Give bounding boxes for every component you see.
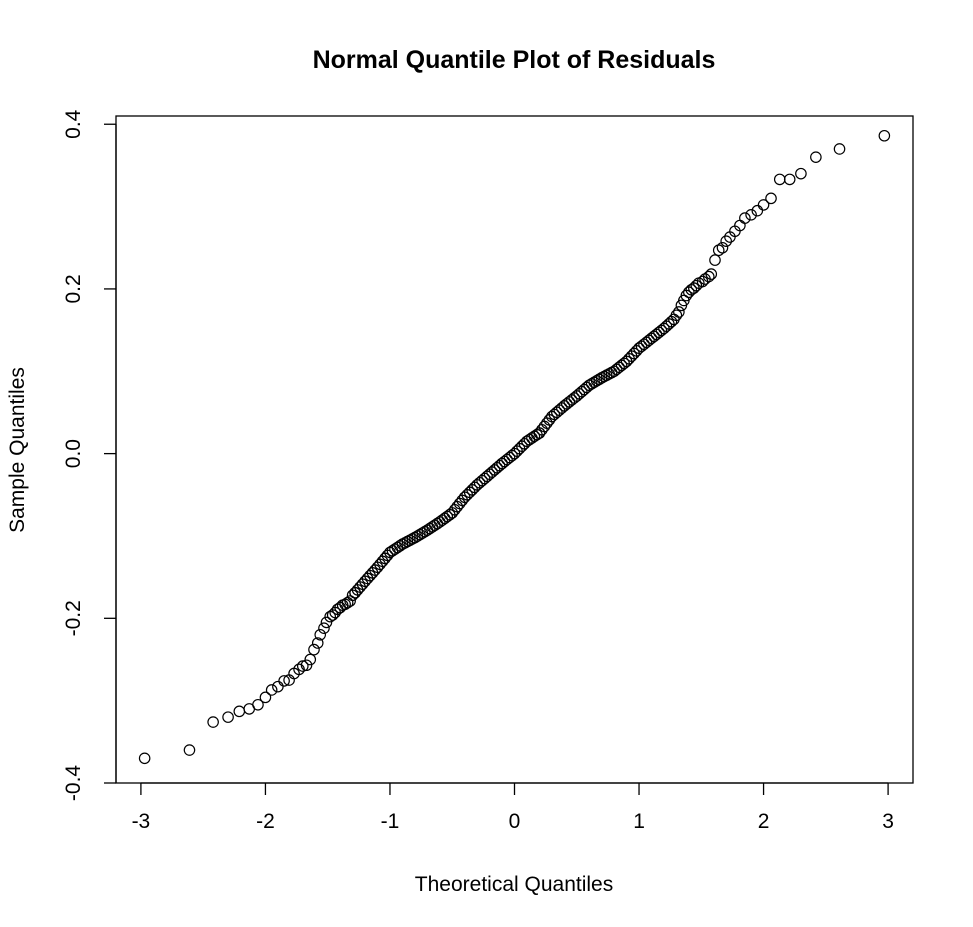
data-point [795,167,807,180]
data-point [783,173,796,186]
x-tick-label: 1 [633,810,645,833]
data-point [252,698,264,711]
data-point [308,643,320,656]
data-point [233,705,246,718]
data-point [138,752,151,765]
x-tick-label: -3 [132,810,151,833]
data-point [720,235,732,247]
data-point [663,318,675,330]
data-point [265,684,278,696]
data-point [673,306,685,318]
data-point [773,173,786,186]
data-point [709,254,721,266]
data-point [318,622,330,634]
data-point [222,711,234,723]
y-tick-label: 0.0 [62,439,85,468]
x-tick-label: -1 [381,810,400,833]
data-point [716,241,729,254]
data-point [833,143,846,155]
data-point [705,268,718,280]
x-tick-label: 2 [758,810,770,833]
x-tick-label: 0 [509,810,521,833]
x-axis: -3 -2 -1 0 1 2 3 [132,782,894,833]
y-axis: -0.4 -0.2 0.0 0.2 0.4 [62,109,117,802]
x-tick-label: -2 [256,810,275,833]
y-axis-label: Sample Quantiles [6,367,29,533]
data-point [690,279,703,292]
x-tick-label: 3 [882,810,894,833]
data-point [183,744,196,756]
data-point [304,653,317,666]
data-point [702,270,715,283]
data-point [810,151,822,163]
data-points [138,129,891,765]
data-point [314,628,327,641]
data-point [272,680,284,693]
data-point [300,659,313,672]
y-tick-label: -0.2 [62,600,85,636]
data-point [278,675,290,687]
data-point [765,192,777,205]
y-tick-label: 0.4 [62,109,85,139]
data-point [739,212,751,224]
x-axis-label: Theoretical Quantiles [415,873,613,896]
chart-title: Normal Quantile Plot of Residuals [313,46,716,74]
data-point [207,716,219,728]
data-point [712,244,725,257]
data-point [311,637,324,649]
data-point [878,129,891,142]
data-point [751,204,764,217]
data-point [745,209,757,221]
data-point [665,315,678,328]
data-point [320,616,333,629]
y-tick-label: -0.4 [62,765,85,802]
data-point [344,595,356,607]
data-point [259,691,272,704]
data-point [757,199,770,211]
y-tick-label: 0.2 [62,274,85,303]
